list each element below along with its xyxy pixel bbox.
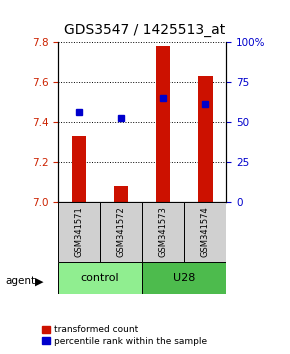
Text: U28: U28 — [173, 273, 195, 283]
Bar — [58, 202, 100, 262]
Text: GSM341573: GSM341573 — [159, 206, 168, 257]
Text: GSM341571: GSM341571 — [75, 206, 84, 257]
Text: GSM341574: GSM341574 — [201, 206, 210, 257]
Bar — [142, 262, 226, 294]
Legend: transformed count, percentile rank within the sample: transformed count, percentile rank withi… — [42, 325, 207, 346]
Bar — [156, 46, 171, 202]
Bar — [114, 186, 128, 202]
Text: agent: agent — [6, 276, 36, 286]
Text: control: control — [81, 273, 119, 283]
Bar — [142, 202, 184, 262]
Text: ▶: ▶ — [35, 276, 44, 286]
Bar — [58, 262, 142, 294]
Bar — [198, 76, 213, 202]
Bar — [184, 202, 226, 262]
Bar — [100, 202, 142, 262]
Bar — [72, 136, 86, 202]
Text: GDS3547 / 1425513_at: GDS3547 / 1425513_at — [64, 23, 226, 37]
Text: GSM341572: GSM341572 — [117, 206, 126, 257]
